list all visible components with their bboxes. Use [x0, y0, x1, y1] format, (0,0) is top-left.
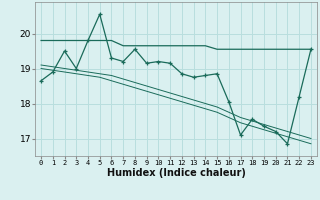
X-axis label: Humidex (Indice chaleur): Humidex (Indice chaleur) [107, 168, 245, 178]
